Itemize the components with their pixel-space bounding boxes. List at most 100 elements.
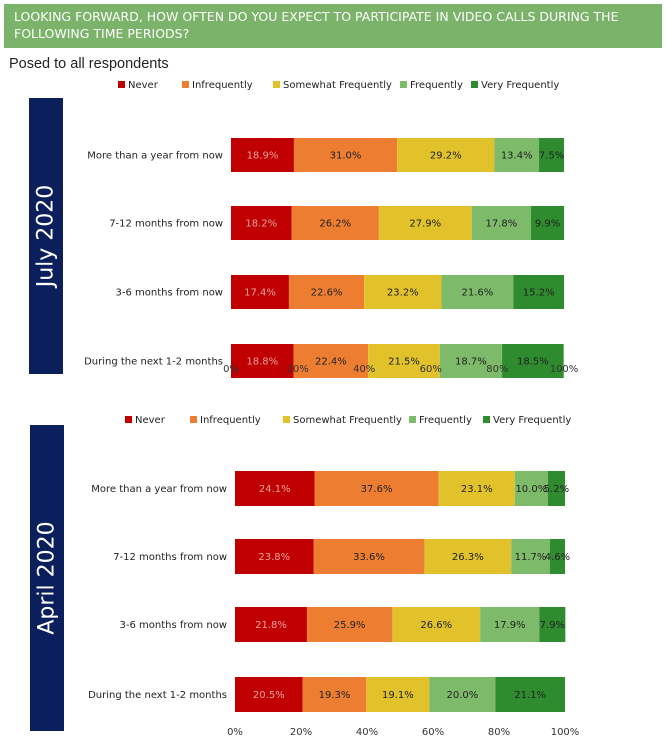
bar-segment-frequently bbox=[429, 677, 496, 712]
data-label: 19.1% bbox=[382, 690, 414, 701]
data-label: 18.7% bbox=[455, 357, 487, 368]
data-label: 29.2% bbox=[430, 151, 462, 162]
data-label: 21.6% bbox=[462, 288, 494, 299]
bar-segment-never bbox=[235, 677, 303, 712]
data-label: 18.8% bbox=[246, 357, 278, 368]
data-label: 31.0% bbox=[330, 151, 362, 162]
x-tick-label: 20% bbox=[290, 727, 312, 738]
chart-panel-april-2020: April 2020 Never Infrequently Somewhat Freq… bbox=[30, 415, 580, 738]
chart-header: LOOKING FORWARD, HOW OFTEN DO YOU EXPECT… bbox=[4, 4, 662, 48]
bar-segment-very-frequently bbox=[539, 138, 564, 172]
panel-band bbox=[29, 98, 63, 374]
category-label: More than a year from now bbox=[91, 484, 227, 495]
legend-entry-very-frequently: Very Frequently bbox=[481, 80, 559, 91]
data-label: 23.8% bbox=[258, 552, 290, 563]
legend-entry-never: Never bbox=[135, 415, 166, 426]
data-label: 15.2% bbox=[523, 288, 555, 299]
data-label: 21.8% bbox=[255, 620, 287, 631]
data-label: 5.2% bbox=[544, 484, 569, 495]
legend-entry-somewhat-frequently: Somewhat Frequently bbox=[293, 415, 402, 426]
bar-segment-very-frequently bbox=[495, 677, 565, 712]
legend-entry-somewhat-frequently: Somewhat Frequently bbox=[283, 80, 392, 91]
bar-segment-frequently bbox=[441, 275, 514, 309]
bar-segment-very-frequently bbox=[502, 344, 564, 378]
bar-segment-frequently bbox=[480, 607, 540, 642]
data-label: 11.7% bbox=[515, 552, 547, 563]
legend-entry-never: Never bbox=[128, 80, 159, 91]
bar-segment-infrequently bbox=[313, 539, 425, 574]
bar-segment-never bbox=[235, 471, 315, 506]
data-label: 20.5% bbox=[253, 690, 285, 701]
x-tick-label: 100% bbox=[551, 727, 580, 738]
legend-swatch-infrequently bbox=[190, 416, 197, 423]
x-tick-label: 100% bbox=[550, 364, 579, 375]
bar-segment-never bbox=[235, 607, 307, 642]
legend-swatch-never bbox=[125, 416, 132, 423]
panel-band bbox=[30, 425, 64, 731]
data-label: 27.9% bbox=[409, 219, 441, 230]
x-tick-label: 60% bbox=[422, 727, 444, 738]
data-label: 17.8% bbox=[486, 219, 518, 230]
data-label: 7.9% bbox=[540, 620, 565, 631]
legend-entry-infrequently: Infrequently bbox=[192, 80, 253, 91]
bar-segment-never bbox=[231, 344, 294, 378]
data-label: 26.2% bbox=[319, 219, 351, 230]
bar-segment-never bbox=[231, 275, 289, 309]
data-label: 18.2% bbox=[245, 219, 277, 230]
bar-segment-very-frequently bbox=[539, 607, 566, 642]
data-label: 24.1% bbox=[259, 484, 291, 495]
data-label: 20.0% bbox=[446, 690, 478, 701]
chart-subtitle: Posed to all respondents bbox=[9, 56, 169, 72]
bar-segment-frequently bbox=[511, 539, 550, 574]
data-label: 25.9% bbox=[334, 620, 366, 631]
data-label: 9.9% bbox=[535, 219, 560, 230]
panel-label: April 2020 bbox=[35, 521, 60, 634]
category-label: 7-12 months from now bbox=[113, 552, 227, 563]
x-tick-label: 80% bbox=[486, 364, 508, 375]
bar-segment-never bbox=[231, 206, 292, 240]
panel-label: July 2020 bbox=[34, 185, 59, 290]
data-label: 22.6% bbox=[311, 288, 343, 299]
category-label: During the next 1-2 months bbox=[88, 690, 227, 701]
bar-segment-very-frequently bbox=[549, 539, 565, 574]
bar-segment-somewhat-frequently bbox=[364, 275, 442, 309]
bar-segment-infrequently bbox=[288, 275, 365, 309]
legend-entry-very-frequently: Very Frequently bbox=[493, 415, 571, 426]
legend-swatch-somewhat-frequently bbox=[273, 81, 280, 88]
data-label: 37.6% bbox=[361, 484, 393, 495]
data-label: 21.5% bbox=[388, 357, 420, 368]
bar-segment-infrequently bbox=[293, 344, 369, 378]
data-label: 19.3% bbox=[319, 690, 351, 701]
chart-panel-july-2020: July 2020 Never Infrequently Somewhat Frequ… bbox=[29, 80, 579, 378]
data-label: 21.1% bbox=[514, 690, 546, 701]
legend-swatch-frequently bbox=[409, 416, 416, 423]
data-label: 13.4% bbox=[501, 151, 533, 162]
x-tick-label: 0% bbox=[223, 364, 239, 375]
data-label: 10.0% bbox=[515, 484, 547, 495]
bar-segment-frequently bbox=[471, 206, 532, 240]
data-label: 26.6% bbox=[420, 620, 452, 631]
bar-segment-infrequently bbox=[306, 607, 393, 642]
category-label: During the next 1-2 months bbox=[84, 357, 223, 368]
data-label: 33.6% bbox=[353, 552, 385, 563]
legend-swatch-very-frequently bbox=[483, 416, 490, 423]
bar-segment-very-frequently bbox=[547, 471, 565, 506]
bar-segment-infrequently bbox=[314, 471, 439, 506]
bar-segment-somewhat-frequently bbox=[424, 539, 512, 574]
data-label: 17.4% bbox=[244, 288, 276, 299]
legend-swatch-very-frequently bbox=[471, 81, 478, 88]
bar-segment-never bbox=[231, 138, 294, 172]
data-label: 17.9% bbox=[494, 620, 526, 631]
bar-segment-frequently bbox=[514, 471, 548, 506]
x-tick-label: 60% bbox=[420, 364, 442, 375]
bar-segment-somewhat-frequently bbox=[368, 344, 440, 378]
x-tick-label: 80% bbox=[488, 727, 510, 738]
bar-segment-never bbox=[235, 539, 314, 574]
legend-entry-frequently: Frequently bbox=[410, 80, 463, 91]
data-label: 4.6% bbox=[545, 552, 570, 563]
data-label: 22.4% bbox=[315, 357, 347, 368]
bar-segment-infrequently bbox=[293, 138, 398, 172]
bar-segment-somewhat-frequently bbox=[378, 206, 472, 240]
bar-segment-somewhat-frequently bbox=[366, 677, 430, 712]
data-label: 23.2% bbox=[387, 288, 419, 299]
